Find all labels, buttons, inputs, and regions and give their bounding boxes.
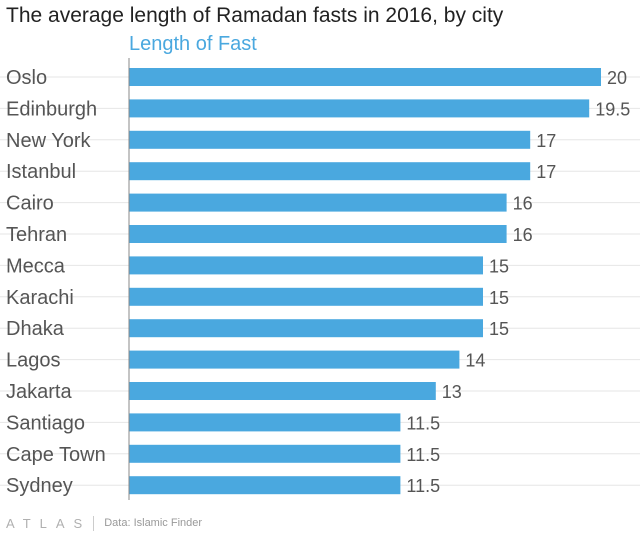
value-label: 11.5	[406, 476, 440, 496]
bar-mecca	[129, 256, 483, 275]
category-label: New York	[6, 130, 91, 152]
bar-edinburgh	[129, 99, 590, 118]
value-label: 11.5	[406, 445, 440, 465]
value-label: 19.5	[595, 99, 630, 119]
category-label: Istanbul	[6, 161, 76, 183]
bar-lagos	[129, 350, 460, 369]
value-label: 16	[513, 194, 533, 214]
value-label: 13	[442, 382, 462, 402]
bar-cairo	[129, 193, 507, 212]
value-label: 15	[489, 319, 509, 339]
category-label: Karachi	[6, 287, 74, 309]
category-label: Lagos	[6, 350, 61, 372]
category-label: Cape Town	[6, 444, 106, 466]
category-label: Jakarta	[6, 381, 72, 403]
value-label: 20	[607, 68, 627, 88]
footer-separator	[93, 515, 95, 531]
bar-karachi	[129, 287, 483, 306]
category-label: Cairo	[6, 193, 54, 215]
value-label: 14	[465, 351, 485, 371]
footer: ATLAS Data: Islamic Finder	[6, 514, 202, 532]
category-label: Tehran	[6, 224, 67, 246]
chart-title: The average length of Ramadan fasts in 2…	[6, 4, 504, 27]
value-label: 17	[536, 162, 556, 182]
category-label: Oslo	[6, 67, 47, 89]
category-label: Mecca	[6, 255, 66, 277]
value-label: 11.5	[406, 413, 440, 433]
category-label: Edinburgh	[6, 98, 97, 120]
bar-chart: Oslo 20 Edinburgh 19.5 New York 17 Istanbul 17 C…	[0, 58, 640, 500]
bar-oslo	[129, 68, 601, 86]
category-label: Sydney	[6, 475, 73, 497]
bar-istanbul	[129, 162, 531, 181]
source-note: Data: Islamic Finder	[104, 517, 203, 529]
bar-dhaka	[129, 319, 483, 338]
category-label: Santiago	[6, 412, 85, 434]
bar-jakarta	[129, 382, 436, 400]
bar-new-york	[129, 130, 531, 149]
value-label: 15	[489, 288, 509, 308]
bar-sydney	[129, 476, 401, 495]
bar-tehran	[129, 225, 507, 243]
category-label: Dhaka	[6, 318, 65, 340]
value-label: 16	[513, 225, 533, 245]
atlas-logo: ATLAS	[6, 515, 92, 531]
value-label: 15	[489, 256, 509, 276]
bar-cape-town	[129, 444, 401, 463]
value-label: 17	[536, 131, 556, 151]
series-label: Length of Fast	[129, 33, 257, 55]
bar-santiago	[129, 413, 401, 432]
